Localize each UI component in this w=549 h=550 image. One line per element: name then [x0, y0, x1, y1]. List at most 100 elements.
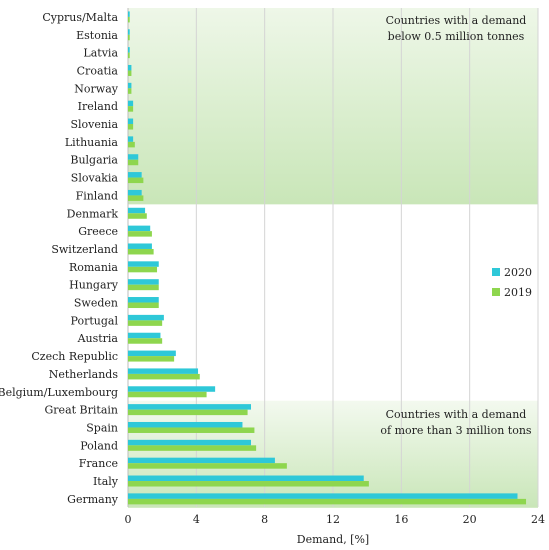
bar-2019-greece — [128, 231, 152, 237]
bar-2020-hungary — [128, 279, 159, 285]
bar-2020-slovakia — [128, 172, 142, 178]
y-tick-label: France — [79, 457, 118, 470]
bar-2019-switzerland — [128, 248, 154, 255]
bar-2020-portugal — [128, 314, 164, 321]
bar-2020-slovenia — [128, 118, 134, 125]
bar-2019-lithuania — [128, 141, 135, 148]
x-tick-label: 8 — [261, 513, 268, 526]
legend-label: 2019 — [504, 286, 532, 299]
bar-2019-great-britain — [128, 409, 248, 416]
bar-2019-austria — [128, 338, 163, 344]
bar-2020-poland — [128, 439, 251, 446]
bar-2019-denmark — [128, 213, 147, 219]
y-tick-label: Norway — [74, 82, 118, 95]
bar-2020-latvia — [128, 47, 130, 53]
bar-2019-slovakia — [128, 177, 144, 184]
bar-2019-sweden — [128, 302, 159, 309]
y-tick-label: Austria — [77, 332, 119, 345]
bar-2020-denmark — [128, 207, 146, 214]
y-tick-label: Estonia — [76, 29, 118, 42]
x-tick-label: 20 — [463, 513, 477, 526]
y-tick-label: Great Britain — [45, 404, 118, 417]
y-tick-label: Czech Republic — [31, 350, 118, 363]
y-tick-label: Poland — [80, 439, 118, 452]
bar-2019-romania — [128, 266, 158, 273]
bar-2019-czech-republic — [128, 356, 175, 362]
bar-2020-cyprus-malta — [128, 11, 130, 17]
y-tick-label: Lithuania — [65, 136, 119, 149]
y-tick-label: Belgium/Luxembourg — [0, 386, 118, 399]
x-tick-label: 24 — [531, 513, 545, 526]
bar-2020-romania — [128, 261, 159, 267]
x-tick-label: 16 — [394, 513, 408, 526]
bar-2019-ireland — [128, 106, 134, 112]
bar-2020-estonia — [128, 29, 130, 35]
bar-2019-estonia — [128, 34, 130, 41]
bar-2019-croatia — [128, 70, 132, 76]
bar-2019-poland — [128, 445, 257, 451]
bar-2020-sweden — [128, 297, 159, 303]
y-tick-label: Romania — [69, 261, 118, 274]
bar-2020-switzerland — [128, 243, 152, 249]
bar-2019-bulgaria — [128, 159, 139, 166]
y-tick-label: Germany — [67, 493, 119, 506]
bar-2020-belgium-luxembourg — [128, 386, 216, 392]
x-tick-label: 12 — [326, 513, 340, 526]
bar-2019-spain — [128, 427, 255, 433]
bar-2019-latvia — [128, 52, 130, 59]
y-tick-label: Denmark — [67, 207, 119, 220]
legend-swatch — [492, 288, 500, 296]
bar-2019-hungary — [128, 284, 159, 291]
bar-2020-france — [128, 457, 275, 464]
bar-2020-netherlands — [128, 368, 199, 374]
bar-2019-portugal — [128, 320, 163, 326]
bar-2020-spain — [128, 421, 243, 428]
x-tick-label: 0 — [125, 513, 132, 526]
bar-2020-great-britain — [128, 404, 251, 410]
bar-2020-ireland — [128, 100, 134, 107]
y-tick-label: Hungary — [69, 279, 119, 292]
annotation-text: Countries with a demand — [386, 408, 527, 421]
y-tick-label: Spain — [86, 421, 118, 434]
y-tick-label: Ireland — [78, 100, 118, 113]
annotation-text: Countries with a demand — [386, 14, 527, 27]
y-tick-label: Slovenia — [70, 118, 118, 131]
y-tick-label: Sweden — [74, 297, 118, 310]
bar-2020-austria — [128, 332, 161, 339]
legend-swatch — [492, 268, 500, 276]
x-axis-label: Demand, [%] — [297, 533, 369, 546]
bar-2019-norway — [128, 88, 132, 94]
y-tick-label: Bulgaria — [70, 154, 118, 167]
y-tick-label: Croatia — [77, 64, 119, 77]
annotation-text: of more than 3 million tons — [380, 424, 531, 437]
bar-2020-greece — [128, 225, 151, 232]
bar-2019-cyprus-malta — [128, 16, 130, 23]
bar-2020-italy — [128, 475, 364, 482]
y-tick-label: Italy — [93, 475, 119, 488]
bar-2019-slovenia — [128, 124, 134, 130]
bar-2020-lithuania — [128, 136, 134, 142]
bar-2020-germany — [128, 493, 518, 499]
y-tick-label: Latvia — [83, 47, 118, 60]
bar-2019-belgium-luxembourg — [128, 391, 207, 398]
y-tick-label: Switzerland — [51, 243, 118, 256]
legend-label: 2020 — [504, 266, 532, 279]
bar-2019-france — [128, 463, 287, 469]
bar-2019-germany — [128, 498, 527, 505]
bar-2020-croatia — [128, 64, 132, 71]
bar-2019-netherlands — [128, 373, 200, 380]
bar-2019-finland — [128, 195, 144, 201]
x-tick-label: 4 — [193, 513, 200, 526]
bar-2020-czech-republic — [128, 350, 176, 357]
y-tick-label: Netherlands — [49, 368, 119, 381]
bar-2019-italy — [128, 481, 369, 487]
bar-2020-norway — [128, 82, 132, 89]
y-tick-label: Cyprus/Malta — [42, 11, 118, 24]
y-tick-label: Portugal — [71, 314, 119, 327]
bar-2020-finland — [128, 189, 142, 196]
bar-2020-bulgaria — [128, 154, 139, 160]
y-tick-label: Finland — [76, 189, 118, 202]
annotation-text: below 0.5 million tonnes — [388, 30, 525, 43]
y-tick-label: Greece — [78, 225, 118, 238]
